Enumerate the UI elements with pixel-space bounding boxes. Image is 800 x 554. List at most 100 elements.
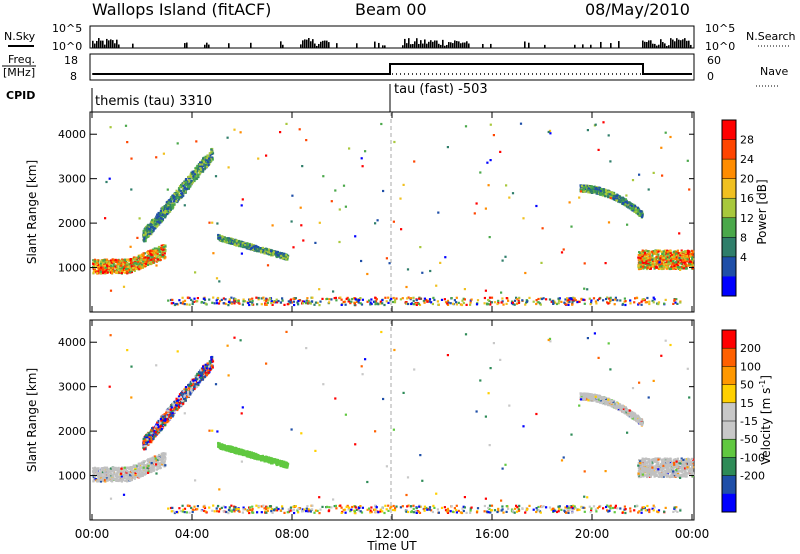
data-cell xyxy=(643,259,646,262)
data-cell xyxy=(120,271,123,275)
data-cell xyxy=(255,296,258,299)
colorbar-segment xyxy=(722,198,736,219)
noise-bar xyxy=(656,45,658,48)
data-cell xyxy=(412,299,415,302)
data-cell xyxy=(558,299,561,302)
data-cell xyxy=(122,479,125,482)
data-cell xyxy=(590,299,593,302)
data-cell xyxy=(247,245,250,248)
data-cell xyxy=(657,250,660,253)
data-cell xyxy=(672,267,675,270)
data-cell xyxy=(225,302,228,306)
data-cell xyxy=(688,250,691,253)
data-cell xyxy=(638,251,641,254)
noise-bar xyxy=(306,39,308,48)
data-cell xyxy=(187,175,190,179)
data-cell xyxy=(470,298,473,301)
data-cell xyxy=(94,261,97,264)
data-cell xyxy=(540,261,543,264)
data-cell xyxy=(688,261,691,264)
data-cell xyxy=(126,466,129,469)
data-cell xyxy=(135,262,138,265)
data-cell xyxy=(610,193,613,196)
data-cell xyxy=(248,303,251,307)
data-cell xyxy=(197,164,200,167)
data-cell xyxy=(194,271,197,274)
data-cell xyxy=(132,267,135,270)
data-cell xyxy=(582,298,585,301)
data-cell xyxy=(631,203,635,206)
data-cell xyxy=(417,302,420,305)
data-cell xyxy=(418,297,421,300)
data-cell xyxy=(205,157,208,160)
data-cell xyxy=(160,219,163,223)
data-cell xyxy=(151,249,155,253)
data-cell xyxy=(147,471,150,474)
data-cell xyxy=(672,262,675,265)
data-cell xyxy=(639,265,643,268)
noise-bar xyxy=(658,44,660,48)
data-cell xyxy=(117,475,120,478)
data-cell xyxy=(127,475,130,478)
data-cell xyxy=(688,188,691,191)
data-cell xyxy=(618,195,621,198)
data-cell xyxy=(128,269,131,272)
data-cell xyxy=(99,474,102,477)
data-cell xyxy=(673,262,676,265)
noise-bar xyxy=(328,42,330,48)
noise-bar xyxy=(382,45,384,48)
data-cell xyxy=(103,472,106,475)
data-cell xyxy=(592,188,595,191)
data-cell xyxy=(147,470,150,473)
data-cell xyxy=(106,262,109,265)
data-cell xyxy=(204,302,207,305)
data-cell xyxy=(593,190,596,194)
data-cell xyxy=(145,261,148,264)
data-cell xyxy=(590,301,593,304)
data-cell xyxy=(160,255,163,258)
data-cell xyxy=(646,252,649,255)
data-cell xyxy=(280,254,283,257)
noise-bar xyxy=(434,40,436,48)
data-cell xyxy=(635,210,638,213)
data-cell xyxy=(287,300,290,303)
data-cell xyxy=(545,298,548,301)
data-cell xyxy=(328,301,331,304)
noise-bar xyxy=(444,45,446,48)
data-cell xyxy=(157,466,160,469)
data-cell xyxy=(682,253,685,256)
data-cell xyxy=(120,475,123,478)
data-cell xyxy=(182,193,185,196)
data-cell xyxy=(144,471,147,474)
data-cell xyxy=(677,262,680,265)
y-tick-label: 1000 xyxy=(58,262,86,275)
data-cell xyxy=(541,227,544,230)
noise-bar xyxy=(374,41,376,48)
data-cell xyxy=(242,300,245,303)
noise-bar xyxy=(544,44,546,48)
data-cell xyxy=(162,152,165,155)
data-cell xyxy=(277,254,280,257)
data-cell xyxy=(183,187,186,190)
data-cell xyxy=(554,301,557,304)
data-cell xyxy=(183,303,186,306)
data-cell xyxy=(605,297,608,301)
data-cell xyxy=(217,302,221,305)
data-cell xyxy=(164,210,167,213)
data-cell xyxy=(426,300,429,303)
data-cell xyxy=(669,251,672,255)
data-cell xyxy=(455,301,458,304)
nave-label: Nave xyxy=(760,65,788,78)
data-cell xyxy=(176,192,179,195)
data-cell xyxy=(660,254,663,258)
data-cell xyxy=(111,480,114,483)
data-cell xyxy=(187,296,190,299)
data-cell xyxy=(578,300,581,303)
data-cell xyxy=(216,222,219,225)
data-cell xyxy=(220,237,223,241)
data-cell xyxy=(193,177,196,180)
data-cell xyxy=(648,302,651,306)
data-cell xyxy=(218,234,221,237)
data-cell xyxy=(115,477,118,480)
data-cell xyxy=(524,271,527,275)
